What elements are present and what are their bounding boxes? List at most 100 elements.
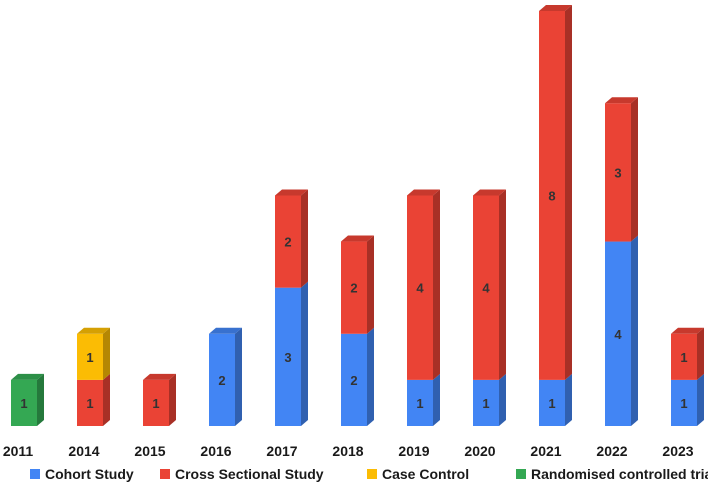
bar-side [367,235,374,334]
x-tick-label: 2015 [134,443,165,459]
bar-front [341,241,367,334]
data-label: 1 [86,396,93,411]
data-labels-layer: 1 1 1 1 2 3 2 2 2 1 4 1 4 1 8 4 3 1 1 [20,165,687,411]
x-tick-label: 2016 [200,443,231,459]
legend: Cohort Study Cross Sectional Study Case Co… [30,466,708,482]
bar-segment [671,373,704,426]
bar-segment [77,373,110,426]
bar-side [103,327,110,380]
bar-side [367,327,374,426]
bar-segment [473,189,506,380]
bar-segment [341,327,374,426]
bar-front [11,379,37,426]
data-label: 4 [416,281,424,296]
bar-front [605,103,631,242]
bar-side [301,189,308,288]
data-label: 3 [614,165,621,180]
data-label: 2 [218,373,225,388]
legend-swatch [30,469,40,479]
data-label: 1 [86,350,93,365]
bar-top [11,373,44,380]
legend-label: Randomised controlled trial [531,466,708,482]
data-label: 1 [20,396,27,411]
bar-side [37,373,44,426]
bar-segment [605,235,638,426]
bar-side [565,5,572,380]
bar-segment [77,327,110,380]
data-label: 2 [350,281,357,296]
bar-front [407,379,433,426]
data-label: 1 [416,396,423,411]
bar-top [143,373,176,380]
x-tick-label: 2023 [662,443,693,459]
x-tick-label: 2020 [464,443,495,459]
x-tick-label: 2011 [3,443,34,459]
bar-front [473,379,499,426]
bar-top [209,327,242,334]
bar-side [499,189,506,380]
bar-top [671,327,704,334]
bar-side [631,97,638,242]
legend-item: Randomised controlled trial [516,466,708,482]
bar-top [539,5,572,11]
data-label: 1 [548,396,555,411]
bar-side [235,327,242,426]
legend-item: Cohort Study [30,466,134,482]
bar-side [169,373,176,426]
bar-front [671,379,697,426]
legend-swatch [516,469,526,479]
bars-layer [11,5,704,426]
bar-segment [275,281,308,426]
bar-top [407,189,440,196]
legend-swatch [367,469,377,479]
bar-top [605,97,638,104]
data-label: 1 [680,350,687,365]
bar-front [77,379,103,426]
bar-front [473,195,499,380]
data-label: 1 [680,396,687,411]
bar-front [275,287,301,426]
bar-segment [143,373,176,426]
x-tick-label: 2021 [530,443,561,459]
x-tick-label: 2019 [398,443,429,459]
data-label: 4 [482,281,490,296]
bar-segment [407,373,440,426]
x-tick-label: 2022 [596,443,627,459]
bar-segment [275,189,308,288]
bar-segment [539,5,572,380]
legend-item: Case Control [367,466,469,482]
bar-front [143,379,169,426]
bar-segment [209,327,242,426]
bar-segment [341,235,374,334]
bar-side [631,235,638,426]
data-label: 3 [284,350,291,365]
bar-top [275,189,308,196]
bar-segment [605,97,638,242]
data-label: 8 [548,188,555,203]
legend-label: Cross Sectional Study [175,466,324,482]
bar-side [697,373,704,426]
bar-front [77,333,103,380]
bar-segment [473,373,506,426]
data-label: 1 [482,396,489,411]
bar-front [539,11,565,380]
bar-segment [671,327,704,380]
bar-side [499,373,506,426]
data-label: 1 [152,396,159,411]
bar-segment [539,373,572,426]
bar-front [275,195,301,288]
data-label: 4 [614,327,622,342]
bar-side [697,327,704,380]
legend-swatch [160,469,170,479]
x-tick-label: 2014 [68,443,99,459]
bar-side [433,373,440,426]
bar-front [407,195,433,380]
bar-front [605,241,631,426]
bar-top [473,189,506,196]
x-axis-ticks: 2011 2014 2015 2016 2017 2018 2019 2020 2021 2022… [3,443,694,459]
bar-front [539,379,565,426]
bar-segment [407,189,440,380]
bar-side [103,373,110,426]
bar-front [671,333,697,380]
